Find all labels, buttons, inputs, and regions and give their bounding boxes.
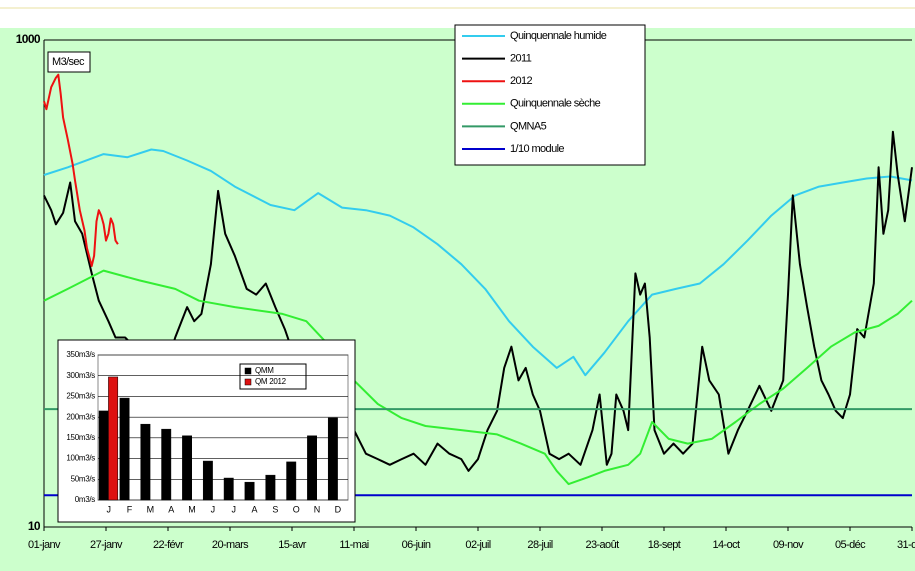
x-tick-label: 28-juil [527,539,552,551]
y-tick-label: 0m3/s [75,495,96,504]
x-tick-label: 05-déc [835,539,866,551]
x-tick-label: 14-oct [713,539,741,551]
legend-label: QMM [255,366,274,375]
y-tick-label: 1000 [16,32,41,46]
legend-label: Quinquennale humide [510,30,607,42]
x-tick-label: J [211,504,215,514]
series-line [43,130,913,472]
legend-label: 1/10 module [510,143,564,155]
x-tick-label: 23-août [585,539,619,551]
bar [202,460,213,501]
y-tick-label: 100m3/s [66,454,95,463]
y-tick-label: 200m3/s [66,412,95,421]
x-tick-label: M [188,504,195,514]
x-tick-label: J [106,504,110,514]
y-tick-label: 300m3/s [66,371,95,380]
x-tick-label: S [272,504,278,514]
y-tick-label: 150m3/s [66,433,95,442]
bar [119,397,130,501]
bar [223,477,234,501]
y-tick-label: 10 [28,519,41,533]
x-tick-label: 31-déc [897,539,915,551]
x-tick-label: O [293,504,300,514]
legend-swatch [244,367,252,375]
x-tick-label: 20-mars [212,539,249,551]
bar [307,435,317,501]
y-tick-label: 350m3/s [66,350,95,359]
x-tick-label: M [147,504,154,514]
bar [327,417,338,501]
y-tick-label: 50m3/s [71,474,96,483]
x-tick-label: 02-juil [465,539,490,551]
x-tick-label: A [252,504,258,514]
x-tick-label: 27-janv [90,539,123,551]
bar [140,423,151,501]
x-tick-label: 06-juin [402,539,431,551]
x-tick-label: 11-mai [339,539,368,551]
x-tick-label: J [231,504,235,514]
x-tick-label: D [335,504,342,514]
x-tick-label: A [168,504,174,514]
y-axis-label: M3/sec [52,56,85,68]
series-line [43,269,913,486]
x-tick-label: F [127,504,133,514]
x-tick-label: 22-févr [153,539,184,551]
x-tick-label: 15-avr [278,539,307,551]
bar [108,376,119,501]
bar [161,428,172,501]
legend-label: 2011 [510,53,532,65]
y-tick-label: 250m3/s [66,392,95,401]
series-line [43,73,119,267]
bar [244,481,255,501]
legend-box [454,24,646,166]
x-tick-label: 18-sept [648,539,681,551]
bar [286,461,297,501]
unit-box [47,51,91,73]
x-tick-label: 09-nov [773,539,804,551]
bar [98,410,109,501]
x-tick-label: N [314,504,320,514]
legend-label: QM 2012 [255,377,287,386]
series-line [43,148,913,377]
bar [182,435,192,501]
legend-label: 2012 [510,75,533,87]
inset-chart: 0m3/s 50m3/s 100m3/s 150m3/s 200m3/s 250m3/s 3… [57,339,356,523]
legend-label: Quinquennale sèche [510,98,601,110]
legend-swatch [244,378,252,386]
legend-label: QMNA5 [510,120,547,132]
x-tick-label: 01-janv [28,539,61,551]
bar [265,474,276,501]
